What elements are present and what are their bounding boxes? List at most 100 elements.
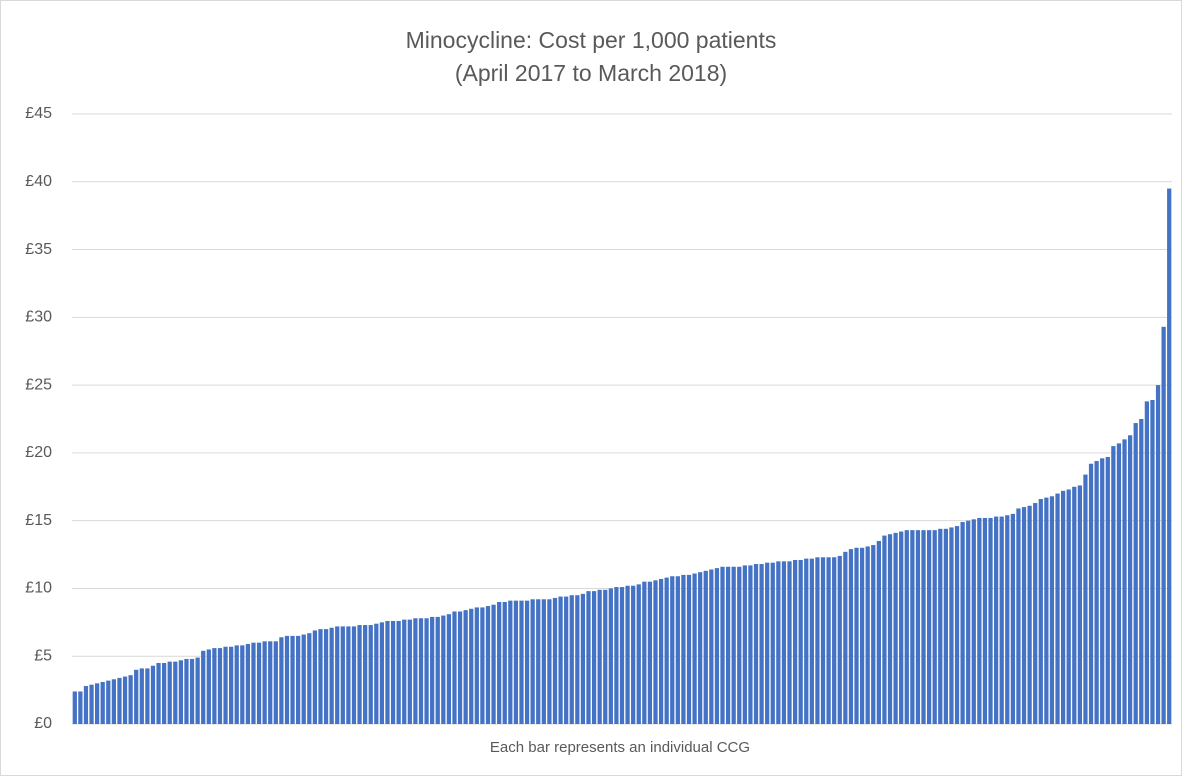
bar xyxy=(390,620,396,724)
bar xyxy=(753,564,759,724)
bar xyxy=(335,626,340,724)
bar xyxy=(167,661,172,724)
bar xyxy=(703,570,708,724)
bar xyxy=(374,623,379,724)
bar xyxy=(904,530,909,724)
bar xyxy=(1049,496,1055,724)
bar xyxy=(1072,486,1077,724)
bar xyxy=(195,657,200,724)
bar xyxy=(519,600,524,724)
bar xyxy=(340,626,345,724)
bar xyxy=(619,587,625,724)
bar xyxy=(1139,419,1144,724)
bar xyxy=(1066,489,1071,724)
bar xyxy=(117,677,122,724)
bar xyxy=(597,589,602,724)
bar xyxy=(971,519,976,724)
bar xyxy=(452,611,457,724)
y-tick-label: £35 xyxy=(25,241,52,258)
bar xyxy=(848,549,854,724)
bar xyxy=(1133,423,1138,724)
bar xyxy=(122,676,128,724)
bar xyxy=(1116,443,1122,724)
bar xyxy=(201,650,206,724)
bar xyxy=(1016,508,1021,724)
bar xyxy=(625,585,630,724)
bar xyxy=(843,551,848,724)
y-tick-label: £25 xyxy=(25,376,52,393)
bar xyxy=(435,616,440,724)
bar xyxy=(982,517,988,724)
bar xyxy=(759,564,764,724)
bar xyxy=(776,561,781,724)
bar xyxy=(212,648,217,724)
bar xyxy=(1044,497,1049,724)
bar xyxy=(245,644,251,724)
bar xyxy=(430,616,435,724)
bar xyxy=(932,530,937,724)
bar xyxy=(78,691,83,724)
bar xyxy=(229,646,234,724)
bar xyxy=(162,663,167,724)
bar xyxy=(139,668,144,724)
bar xyxy=(647,581,653,724)
y-tick-label: £20 xyxy=(25,444,52,461)
bar xyxy=(290,635,295,724)
bar xyxy=(72,691,77,724)
bar xyxy=(385,620,390,724)
bar xyxy=(876,541,881,724)
bar xyxy=(351,626,357,724)
bar xyxy=(731,566,736,724)
bar xyxy=(346,626,351,724)
bar xyxy=(899,531,904,724)
bar xyxy=(513,600,519,724)
bar xyxy=(591,591,597,724)
bar xyxy=(580,593,586,724)
bar xyxy=(1167,188,1172,725)
bar xyxy=(1055,493,1060,724)
chart-title: Minocycline: Cost per 1,000 patients xyxy=(406,27,777,53)
bar xyxy=(603,589,608,724)
bar xyxy=(552,597,558,724)
bar xyxy=(658,578,664,724)
y-tick-label: £40 xyxy=(25,173,52,190)
bar xyxy=(106,680,111,724)
bar xyxy=(379,622,385,724)
bar xyxy=(569,595,574,724)
bar xyxy=(820,557,826,724)
bar xyxy=(709,569,714,724)
bar xyxy=(826,557,831,724)
bar xyxy=(966,520,971,724)
bar xyxy=(714,568,720,724)
bar xyxy=(949,527,954,724)
bar xyxy=(787,561,792,724)
bar xyxy=(893,532,898,724)
bar xyxy=(279,637,284,724)
bar xyxy=(653,580,658,724)
bar xyxy=(915,530,921,724)
bar xyxy=(1161,326,1166,724)
bar xyxy=(530,599,535,724)
bar xyxy=(111,679,116,724)
bar xyxy=(273,641,278,724)
bar xyxy=(206,649,211,724)
bar xyxy=(547,599,552,724)
bar xyxy=(614,587,619,724)
bar xyxy=(608,588,613,724)
bar xyxy=(832,557,837,724)
bar xyxy=(150,665,156,724)
bar xyxy=(865,546,870,724)
bar xyxy=(1033,503,1038,724)
bar xyxy=(1111,446,1116,724)
bar xyxy=(882,535,887,724)
bar xyxy=(268,641,273,724)
bar xyxy=(748,565,753,724)
bar xyxy=(474,607,479,724)
bar xyxy=(312,630,318,724)
bar xyxy=(457,611,463,724)
bar xyxy=(536,599,541,724)
bar xyxy=(993,516,999,724)
bar xyxy=(809,558,814,724)
bar xyxy=(407,619,412,724)
